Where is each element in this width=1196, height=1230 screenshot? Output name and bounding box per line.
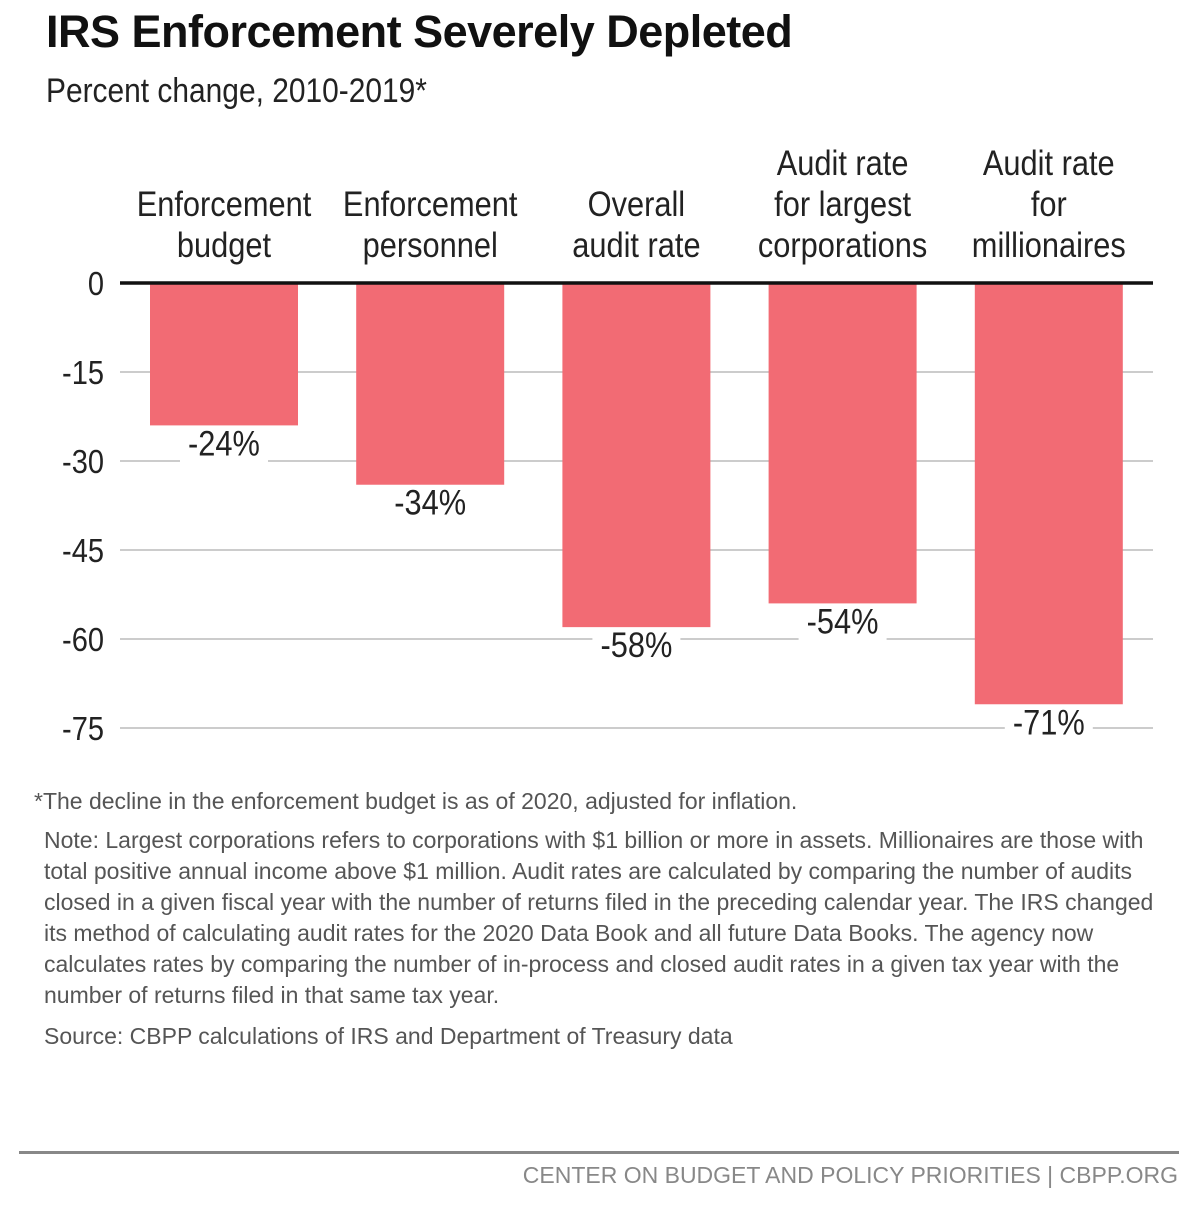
data-label-background bbox=[180, 427, 268, 464]
data-label: -24% bbox=[188, 424, 260, 463]
notes: *The decline in the enforcement budget i… bbox=[34, 786, 1164, 1052]
category-label: corporations bbox=[758, 225, 927, 264]
data-label-background bbox=[592, 629, 681, 666]
bar bbox=[974, 283, 1123, 705]
category-label: audit rate bbox=[572, 225, 700, 264]
data-label-background bbox=[798, 605, 887, 642]
category-label: Overall bbox=[588, 184, 686, 223]
category-label: Audit rate bbox=[777, 143, 909, 182]
note-text: Note: Largest corporations refers to cor… bbox=[44, 827, 1154, 1008]
category-label: Enforcement bbox=[343, 184, 518, 223]
data-label: -71% bbox=[1013, 702, 1085, 741]
category-label: Enforcement bbox=[137, 184, 312, 223]
y-tick-label: -15 bbox=[62, 354, 104, 391]
bar bbox=[562, 283, 711, 628]
data-label: -54% bbox=[807, 602, 879, 641]
data-label-background bbox=[1004, 706, 1093, 743]
y-tick-label: -60 bbox=[62, 621, 104, 658]
source-text: Source: CBPP calculations of IRS and Dep… bbox=[44, 1023, 733, 1049]
bar bbox=[356, 283, 505, 485]
category-label: budget bbox=[177, 225, 271, 264]
y-tick-label: 0 bbox=[88, 265, 104, 302]
data-label: -58% bbox=[600, 625, 672, 664]
category-label: personnel bbox=[363, 225, 498, 264]
chart-title: IRS Enforcement Severely Depleted bbox=[46, 6, 793, 57]
category-label: millionaires bbox=[972, 225, 1126, 264]
y-tick-label: -45 bbox=[62, 532, 104, 569]
bar bbox=[768, 283, 917, 604]
y-tick-label: -30 bbox=[62, 443, 104, 480]
category-label: for bbox=[1031, 184, 1067, 223]
footer-credit: CENTER ON BUDGET AND POLICY PRIORITIES |… bbox=[522, 1162, 1178, 1188]
footnote: *The decline in the enforcement budget i… bbox=[34, 788, 798, 814]
footer-divider bbox=[19, 1151, 1179, 1154]
y-tick-label: -75 bbox=[62, 710, 104, 747]
data-label: -34% bbox=[394, 483, 466, 522]
bar-chart: 0-15-30-45-60-75Enforcementbudget-24%Enf… bbox=[62, 143, 1153, 747]
data-label-background bbox=[386, 486, 475, 523]
chart-subtitle: Percent change, 2010-2019* bbox=[46, 72, 427, 110]
category-label: for largest bbox=[774, 184, 911, 223]
bar bbox=[150, 283, 298, 426]
category-label: Audit rate bbox=[983, 143, 1115, 182]
